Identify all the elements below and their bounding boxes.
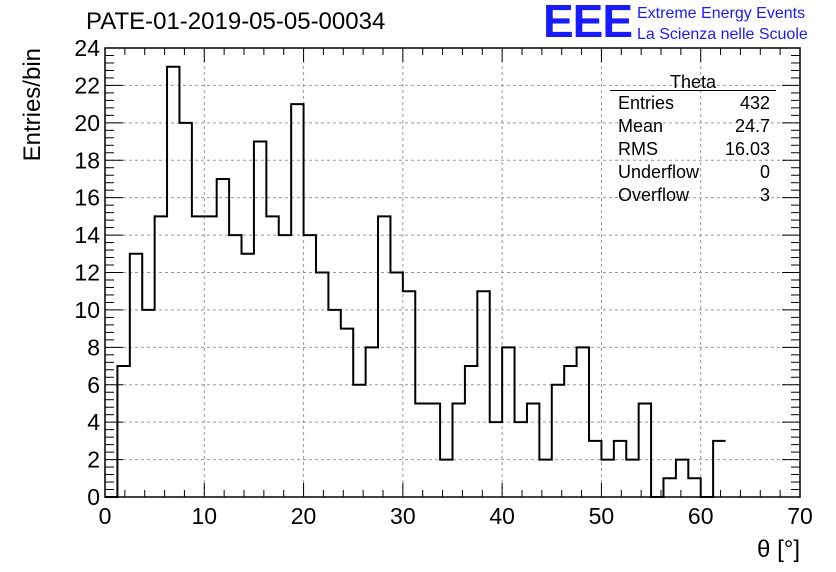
stats-divider	[610, 90, 776, 91]
stats-label: Underflow	[618, 162, 700, 182]
logo-caption-line-1: Extreme Energy Events	[637, 5, 806, 22]
stats-label: RMS	[618, 139, 658, 159]
stats-row-rms: RMS 16.03	[618, 139, 770, 160]
stats-label: Overflow	[618, 185, 690, 205]
y-tick-label: 6	[87, 372, 100, 398]
histogram-line	[105, 65, 726, 498]
y-axis-label: Entries/bin	[19, 48, 46, 161]
y-tick-label: 12	[74, 260, 100, 286]
y-tick-label: 8	[87, 334, 100, 360]
logo-caption-line-2: La Scienza nelle Scuole	[637, 26, 808, 43]
y-tick-label: 10	[74, 297, 100, 323]
x-tick-label: 70	[787, 503, 813, 529]
x-tick-label: 0	[99, 503, 112, 529]
x-axis-label: θ [°]	[757, 536, 800, 563]
stats-label: Entries	[618, 93, 675, 113]
stats-row-overflow: Overflow 3	[618, 185, 770, 206]
page-title: PATE-01-2019-05-05-00034	[86, 8, 386, 35]
y-tick-label: 20	[74, 110, 100, 136]
y-tick-label: 18	[74, 147, 100, 173]
stats-value: 432	[739, 93, 770, 113]
y-tick-label: 4	[87, 409, 100, 435]
y-tick-label: 22	[74, 72, 100, 98]
x-tick-label: 60	[688, 503, 714, 529]
stats-row-entries: Entries 432	[618, 93, 770, 114]
x-tick-label: 20	[291, 503, 317, 529]
stats-value: 3	[759, 185, 770, 205]
stats-value: 16.03	[724, 139, 770, 159]
logo-caption: Extreme Energy Events La Scienza nelle S…	[637, 3, 808, 45]
stats-row-mean: Mean 24.7	[618, 116, 770, 137]
x-tick-label: 10	[191, 503, 217, 529]
x-tick-label: 30	[390, 503, 416, 529]
y-tick-label: 24	[74, 35, 100, 61]
y-tick-label: 16	[74, 185, 100, 211]
stats-label: Mean	[618, 116, 664, 136]
stats-title: Theta	[669, 72, 717, 92]
stats-value: 24.7	[734, 116, 770, 136]
stats-row-underflow: Underflow 0	[618, 162, 770, 183]
eee-logo: EEE	[543, 0, 633, 47]
y-tick-label: 0	[87, 484, 100, 510]
x-tick-label: 40	[489, 503, 515, 529]
x-tick-label: 50	[589, 503, 615, 529]
y-tick-label: 14	[74, 222, 100, 248]
stats-value: 0	[759, 162, 770, 182]
y-tick-label: 2	[87, 447, 100, 473]
